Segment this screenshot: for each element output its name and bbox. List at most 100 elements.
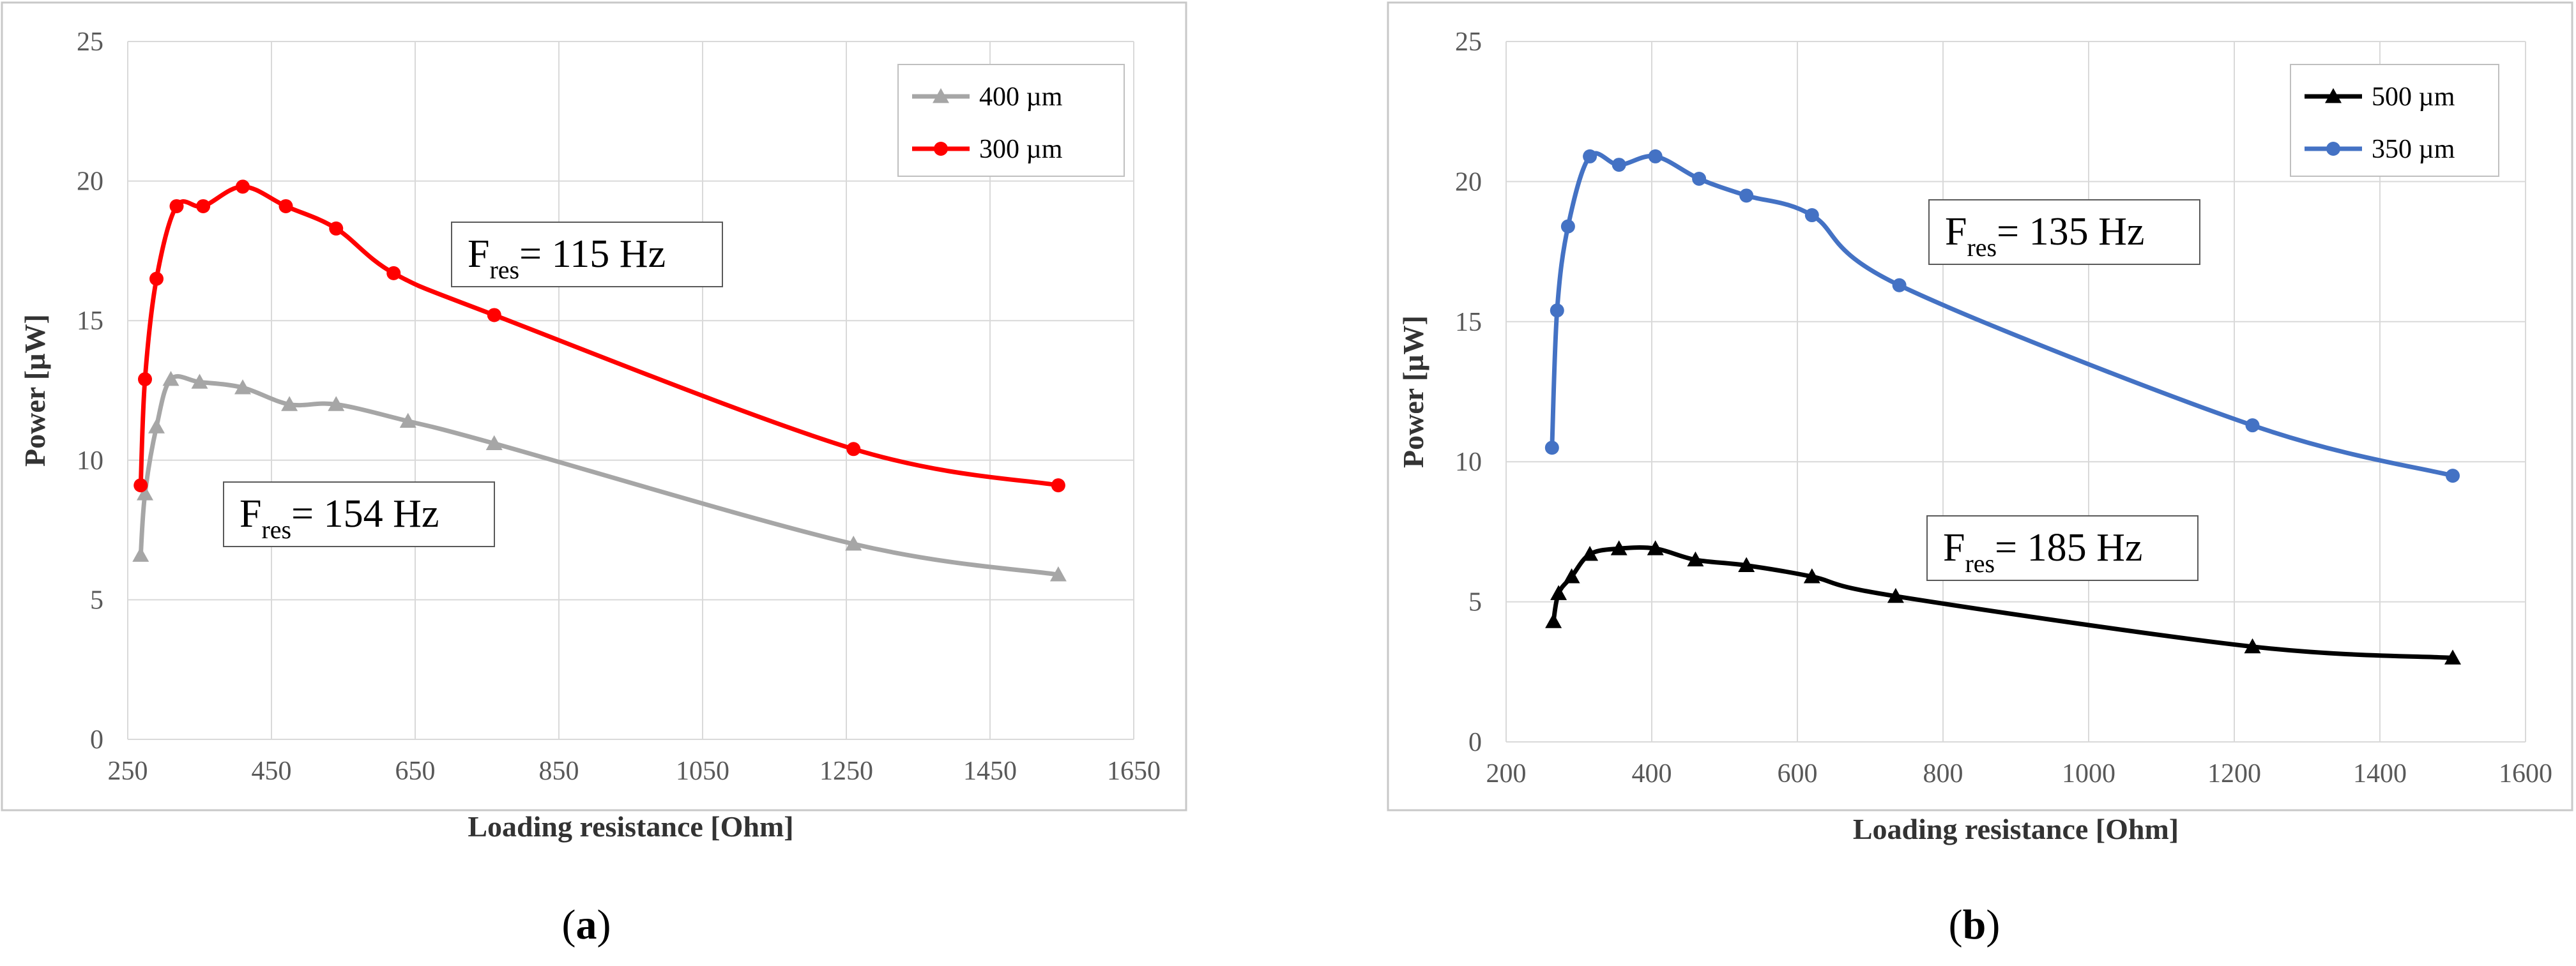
legend-box xyxy=(2290,64,2499,177)
data-point xyxy=(1581,546,1599,561)
data-point xyxy=(234,379,251,395)
legend-label: 300 µm xyxy=(979,135,1063,164)
data-point xyxy=(2244,638,2261,654)
panel-label: (a) xyxy=(562,902,611,948)
annotation-main: F xyxy=(1943,526,1965,570)
data-point xyxy=(1560,219,1575,234)
x-tick-label: 800 xyxy=(1923,759,1963,789)
data-point xyxy=(1648,149,1663,163)
panel-label: (b) xyxy=(1949,902,2001,948)
x-tick-label: 200 xyxy=(1486,759,1527,789)
annotation-value: = 135 Hz xyxy=(1997,210,2144,253)
annotation-text: Fres= 115 Hz xyxy=(468,232,666,284)
data-point xyxy=(1544,441,1559,455)
y-tick-label: 15 xyxy=(77,306,103,336)
data-point xyxy=(329,221,344,236)
data-point xyxy=(1803,568,1820,584)
legend-label: 350 µm xyxy=(2372,135,2455,164)
y-tick-label: 10 xyxy=(77,446,103,476)
panel-label-letter: a xyxy=(576,902,597,948)
y-tick-label: 20 xyxy=(77,167,103,197)
gridlines xyxy=(127,41,1134,740)
data-point xyxy=(138,372,152,387)
data-point xyxy=(162,371,179,386)
y-tick-label: 5 xyxy=(90,585,103,615)
data-point xyxy=(191,374,208,389)
x-tick-label: 1650 xyxy=(1107,757,1161,786)
legend-box xyxy=(897,64,1125,177)
x-tick-label: 1200 xyxy=(2207,759,2261,789)
annotation-value: = 154 Hz xyxy=(291,492,439,536)
data-point xyxy=(1550,303,1564,318)
data-point xyxy=(169,199,184,213)
data-point xyxy=(1545,613,1562,628)
data-point xyxy=(1687,551,1704,567)
y-tick-label: 25 xyxy=(77,27,103,57)
data-point xyxy=(137,485,153,501)
x-tick-label: 600 xyxy=(1778,759,1818,789)
annotation-box: Fres= 154 Hz xyxy=(223,481,495,547)
data-point xyxy=(386,266,401,280)
annotation-main: F xyxy=(1945,210,1967,253)
x-tick-label: 850 xyxy=(539,757,579,786)
data-point xyxy=(1647,540,1664,555)
y-tick-label: 5 xyxy=(1468,588,1482,617)
series-400m xyxy=(132,371,1067,582)
annotation-box: Fres= 185 Hz xyxy=(1926,515,2199,581)
data-point xyxy=(328,396,345,411)
data-point xyxy=(845,535,862,551)
data-point xyxy=(1583,149,1597,163)
data-point xyxy=(132,547,149,562)
series-line xyxy=(1550,151,2453,478)
x-tick-label: 1450 xyxy=(963,757,1017,786)
data-point xyxy=(236,179,250,194)
y-tick-label: 0 xyxy=(90,725,103,755)
y-axis-label: Power [µW] xyxy=(19,314,51,467)
annotation-text: Fres= 185 Hz xyxy=(1943,526,2142,578)
legend-swatch-marker xyxy=(933,88,949,103)
x-tick-label: 1050 xyxy=(676,757,729,786)
data-point xyxy=(1887,587,1904,603)
annotation-subscript: res xyxy=(261,515,291,544)
panel-label-open: ( xyxy=(1949,902,1963,948)
series-350m xyxy=(1544,149,2460,483)
data-point xyxy=(2444,649,2461,665)
annotation-main: F xyxy=(240,492,261,536)
chart-a: 250 450 650 850 1050 1250 1450 1650 0 5 10 15 20 25 Lo… xyxy=(1,1,1187,843)
panel-label-close: ) xyxy=(597,902,611,948)
data-point xyxy=(1563,568,1580,584)
series-500m xyxy=(1545,540,2461,665)
legend-label: 400 µm xyxy=(979,82,1063,112)
data-point xyxy=(133,478,148,493)
data-point xyxy=(1739,188,1754,203)
data-point xyxy=(485,435,503,450)
x-tick-label: 450 xyxy=(252,757,292,786)
panel-label-letter: b xyxy=(1963,902,1986,948)
y-axis-label: Power [µW] xyxy=(1397,315,1429,468)
data-point xyxy=(1612,158,1626,172)
data-point xyxy=(148,418,165,434)
annotation-border xyxy=(1926,515,2199,581)
data-point xyxy=(1738,557,1755,572)
annotation-text: Fres= 135 Hz xyxy=(1945,210,2144,262)
data-point xyxy=(399,412,416,428)
annotation-text: Fres= 154 Hz xyxy=(240,492,439,544)
panel-label-close: ) xyxy=(1986,902,2000,948)
data-point xyxy=(2245,418,2260,433)
data-point xyxy=(2446,469,2460,483)
data-point xyxy=(1804,208,1819,223)
data-point xyxy=(278,199,293,213)
x-tick-label: 400 xyxy=(1632,759,1672,789)
data-point xyxy=(1610,540,1627,555)
annotation-subscript: res xyxy=(1967,233,1997,262)
legend-swatch-marker xyxy=(934,142,948,156)
data-point xyxy=(196,199,211,213)
annotation-main: F xyxy=(468,232,489,276)
data-point xyxy=(1049,566,1067,582)
panel-label-open: ( xyxy=(562,902,576,948)
series-line xyxy=(138,184,1059,488)
x-tick-label: 1000 xyxy=(2062,759,2115,789)
data-point xyxy=(487,308,501,322)
data-point xyxy=(1692,172,1707,186)
x-axis-label: Loading resistance [Ohm] xyxy=(468,810,793,843)
